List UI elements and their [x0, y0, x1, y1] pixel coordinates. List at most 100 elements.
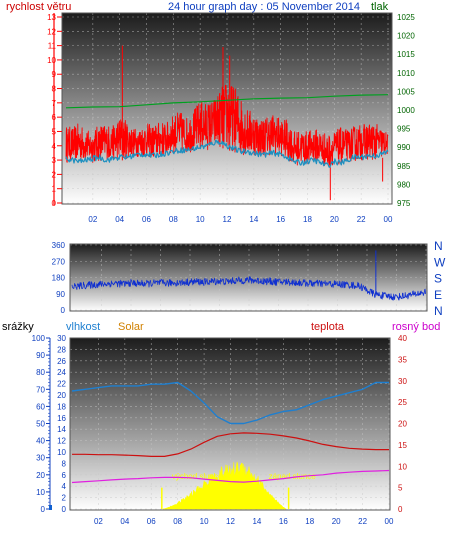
- direction-tick-label: 270: [52, 257, 66, 266]
- temperature-tick-label: 35: [398, 355, 407, 364]
- temperature-tick-label: 30: [398, 377, 407, 386]
- wind-x-tick-label: 12: [223, 215, 232, 224]
- humidity-inner-tick-label: 12: [57, 437, 66, 446]
- temperature-tick-label: 15: [398, 441, 407, 450]
- temperature-tick-label: 20: [398, 420, 407, 429]
- rain-tick-label: 30: [36, 454, 45, 463]
- rain-tick-label: 60: [36, 402, 45, 411]
- chart-title: 24 hour graph day : 05 November 2014: [168, 1, 360, 13]
- dewpoint-axis-label: rosný bod: [392, 321, 440, 333]
- rain-tick-label: 90: [36, 351, 45, 360]
- climate-x-tick-label: 22: [358, 517, 367, 526]
- wind-axis-label: rychlost větru: [6, 1, 71, 13]
- climate-x-tick-label: 00: [385, 517, 394, 526]
- temperature-axis-label: teplota: [311, 321, 345, 333]
- sunset-label: západ slunce: [269, 472, 317, 481]
- climate-x-tick-label: 18: [305, 517, 314, 526]
- compass-label: S: [434, 272, 442, 286]
- compass-label: E: [434, 288, 442, 302]
- climate-x-tick-label: 08: [173, 517, 182, 526]
- solar-area-series: [163, 461, 287, 510]
- wind-x-tick-label: 06: [142, 215, 151, 224]
- wind-x-tick-label: 10: [196, 215, 205, 224]
- humidity-inner-tick-label: 20: [57, 391, 66, 400]
- humidity-inner-tick-label: 8: [62, 459, 67, 468]
- direction-panel-border: [69, 243, 428, 312]
- rain-tick-label: 0: [41, 505, 46, 514]
- rain-axis-label: srážky: [2, 321, 34, 333]
- humidity-inner-tick-label: 0: [62, 505, 67, 514]
- humidity-inner-tick-label: 14: [57, 425, 66, 434]
- humidity-inner-tick-label: 30: [57, 334, 66, 343]
- dewpoint-series: [71, 469, 390, 484]
- pressure-tick-label: 990: [397, 143, 411, 152]
- climate-x-tick-label: 04: [120, 517, 129, 526]
- direction-tick-label: 360: [52, 241, 66, 250]
- wind-x-tick-label: 08: [169, 215, 178, 224]
- climate-x-tick-label: 16: [279, 517, 288, 526]
- humidity-inner-tick-label: 6: [62, 471, 67, 480]
- direction-tick-label: 90: [56, 290, 65, 299]
- pressure-axis-label: tlak: [371, 1, 389, 13]
- pressure-tick-label: 1000: [397, 106, 415, 115]
- humidity-inner-tick-label: 26: [57, 357, 66, 366]
- compass-label: N: [434, 239, 443, 253]
- direction-tick-label: 0: [61, 306, 66, 315]
- rain-indicator: [49, 505, 52, 510]
- temperature-tick-label: 5: [398, 484, 403, 493]
- pressure-tick-label: 985: [397, 162, 411, 171]
- wind-direction-series: [71, 276, 426, 301]
- wind-x-tick-label: 04: [115, 215, 124, 224]
- rain-tick-label: 80: [36, 368, 45, 377]
- rain-tick-label: 20: [36, 471, 45, 480]
- wind-average-series: [65, 139, 389, 168]
- climate-x-tick-label: 10: [200, 517, 209, 526]
- direction-panel-background: [70, 244, 427, 311]
- solar-axis-label: Solar: [118, 321, 144, 333]
- humidity-inner-tick-label: 2: [62, 494, 67, 503]
- rain-tick-label: 50: [36, 420, 45, 429]
- pressure-tick-label: 1020: [397, 32, 415, 41]
- temperature-tick-label: 25: [398, 398, 407, 407]
- pressure-tick-label: 975: [397, 199, 411, 208]
- wind-x-tick-label: 20: [330, 215, 339, 224]
- climate-x-tick-label: 14: [252, 517, 261, 526]
- rain-tick-label: 70: [36, 385, 45, 394]
- compass-label: W: [434, 255, 446, 269]
- rain-tick-label: 100: [32, 334, 46, 343]
- sunrise-label: východ slunce: [172, 472, 223, 481]
- humidity-inner-tick-label: 4: [62, 482, 67, 491]
- humidity-inner-tick-label: 22: [57, 380, 66, 389]
- climate-x-tick-label: 20: [332, 517, 341, 526]
- wind-x-tick-label: 00: [384, 215, 393, 224]
- pressure-series: [65, 94, 389, 109]
- wind-x-tick-label: 22: [357, 215, 366, 224]
- compass-label: N: [434, 304, 443, 318]
- humidity-inner-tick-label: 10: [57, 448, 66, 457]
- climate-panel-border: [69, 337, 391, 511]
- wind-speed-series: [65, 84, 389, 168]
- pressure-tick-label: 980: [397, 180, 411, 189]
- wind-x-tick-label: 14: [249, 215, 258, 224]
- climate-x-tick-label: 12: [226, 517, 235, 526]
- wind-tick-label: 13: [47, 13, 56, 22]
- humidity-inner-tick-label: 28: [57, 345, 66, 354]
- wind-panel-border: [61, 12, 393, 205]
- humidity-inner-tick-label: 24: [57, 368, 66, 377]
- temperature-tick-label: 40: [398, 334, 407, 343]
- pressure-tick-label: 1010: [397, 69, 415, 78]
- chart-marks: východ slunce západ slunce: [65, 45, 426, 510]
- axis-layer: 0123456789101112139759809859909951000100…: [32, 13, 446, 526]
- pressure-tick-label: 1015: [397, 50, 415, 59]
- wind-x-tick-label: 18: [303, 215, 312, 224]
- climate-x-tick-label: 02: [94, 517, 103, 526]
- wind-tick-label: 10: [47, 56, 56, 65]
- humidity-inner-tick-label: 16: [57, 414, 66, 423]
- wind-x-tick-label: 02: [88, 215, 97, 224]
- humidity-series: [71, 381, 389, 425]
- pressure-tick-label: 995: [397, 125, 411, 134]
- wind-x-tick-label: 16: [276, 215, 285, 224]
- rain-tick-label: 40: [36, 437, 45, 446]
